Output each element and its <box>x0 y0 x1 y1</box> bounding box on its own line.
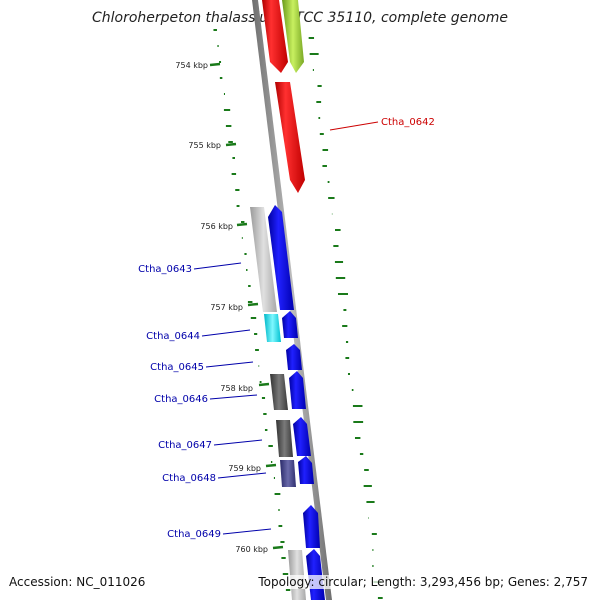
genome-title: Chloroherpeton thalassium ATCC 35110, co… <box>92 10 508 26</box>
gene-label-text: Ctha_0645 <box>150 362 204 373</box>
gene-label-text: Ctha_0642 <box>381 117 435 128</box>
accession-text: Accession: NC_011026 <box>9 575 146 589</box>
kbp-tick-758: 758 kbp <box>220 382 270 393</box>
gene-label-text: Ctha_0646 <box>154 394 208 405</box>
tick-label: 754 kbp <box>175 61 208 70</box>
label-ctha-0646[interactable]: Ctha_0646 <box>154 394 258 405</box>
label-ctha-0642[interactable]: Ctha_0642 <box>329 117 435 131</box>
gene-ctha-0649-blue[interactable] <box>303 505 320 548</box>
label-ctha-0648[interactable]: Ctha_0648 <box>162 472 267 484</box>
gene-ctha-0643-gray[interactable] <box>250 207 277 312</box>
tick-label: 759 kbp <box>228 464 261 473</box>
gene-ctha-0647-dark[interactable] <box>276 420 293 457</box>
label-ctha-0644[interactable]: Ctha_0644 <box>146 329 251 342</box>
gene-ctha-0645-blue[interactable] <box>286 344 302 370</box>
kbp-tick-759: 759 kbp <box>228 463 277 473</box>
gene-label-text: Ctha_0649 <box>167 529 221 540</box>
genome-stats-text: Topology: circular; Length: 3,293,456 bp… <box>256 575 590 589</box>
gene-ctha-0644-cyan[interactable] <box>264 314 281 342</box>
label-ctha-0645[interactable]: Ctha_0645 <box>150 361 254 373</box>
gene-ctha-0647-blue[interactable] <box>293 417 311 456</box>
gene-ctha-0646-blue[interactable] <box>289 371 306 409</box>
gene-label-text: Ctha_0643 <box>138 264 192 275</box>
gene-ctha-0648-blue[interactable] <box>298 456 314 484</box>
gene-label-text: Ctha_0648 <box>162 473 216 484</box>
tick-label: 758 kbp <box>220 384 253 393</box>
tick-label: 760 kbp <box>235 545 268 554</box>
tick-label: 755 kbp <box>188 141 221 150</box>
gene-top-green[interactable] <box>282 0 304 73</box>
label-ctha-0647[interactable]: Ctha_0647 <box>158 439 263 451</box>
gene-ctha-0648-slate[interactable] <box>280 460 296 487</box>
label-ctha-0643[interactable]: Ctha_0643 <box>138 262 242 275</box>
tick-label: 756 kbp <box>200 222 233 231</box>
gene-ctha-0644-blue[interactable] <box>282 311 298 338</box>
gene-top-red[interactable] <box>262 0 288 73</box>
kbp-tick-756: 756 kbp <box>200 222 248 231</box>
gene-ctha-0646-dark[interactable] <box>270 374 288 410</box>
gc-track-left <box>213 29 291 591</box>
gene-label-text: Ctha_0647 <box>158 440 212 451</box>
kbp-tick-755: 755 kbp <box>188 141 237 150</box>
label-ctha-0649[interactable]: Ctha_0649 <box>167 528 272 540</box>
gene-label-text: Ctha_0644 <box>146 331 200 342</box>
gc-track-right <box>308 37 383 599</box>
kbp-tick-760: 760 kbp <box>235 545 284 554</box>
gene-ctha-0643-blue[interactable] <box>268 205 294 310</box>
kbp-tick-754: 754 kbp <box>175 61 221 70</box>
kbp-tick-757: 757 kbp <box>210 302 259 312</box>
tick-label: 757 kbp <box>210 303 243 312</box>
gene-ctha-0642[interactable] <box>275 82 305 193</box>
